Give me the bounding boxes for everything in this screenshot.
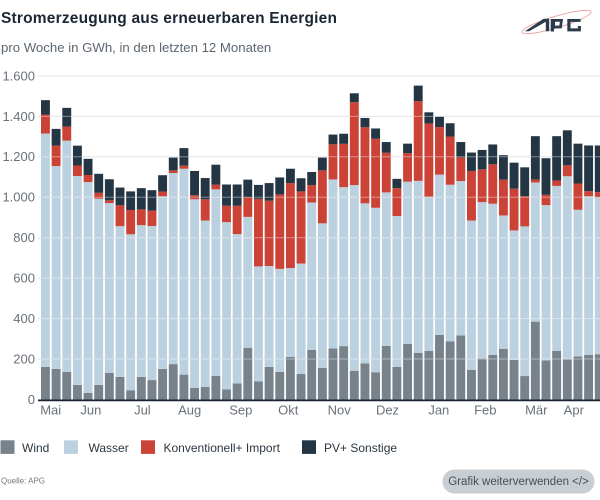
svg-text:1.200: 1.200	[2, 149, 35, 164]
svg-text:Quelle: APG: Quelle: APG	[1, 477, 45, 486]
svg-text:Apr: Apr	[564, 403, 585, 418]
svg-text:800: 800	[13, 230, 35, 245]
svg-text:200: 200	[13, 351, 35, 366]
svg-text:Konventionell+ Import: Konventionell+ Import	[164, 441, 281, 455]
svg-text:Mai: Mai	[40, 403, 61, 418]
svg-text:Aug: Aug	[178, 403, 201, 418]
svg-text:Nov: Nov	[328, 403, 352, 418]
svg-text:PV+ Sonstige: PV+ Sonstige	[324, 441, 397, 455]
svg-text:pro Woche in GWh, in den letzt: pro Woche in GWh, in den letzten 12 Mona…	[1, 40, 271, 55]
svg-text:Feb: Feb	[474, 403, 496, 418]
svg-text:Mär: Mär	[525, 403, 548, 418]
svg-text:Wasser: Wasser	[89, 441, 129, 455]
svg-text:Wind: Wind	[22, 441, 49, 455]
svg-text:Okt: Okt	[278, 403, 299, 418]
svg-text:Stromerzeugung aus erneuerbare: Stromerzeugung aus erneuerbaren Energien	[1, 10, 337, 27]
svg-text:1.600: 1.600	[2, 68, 35, 83]
svg-text:Jun: Jun	[80, 403, 101, 418]
svg-text:Grafik weiterverwenden </>: Grafik weiterverwenden </>	[448, 476, 589, 488]
svg-text:Jan: Jan	[428, 403, 449, 418]
svg-text:Dez: Dez	[376, 403, 399, 418]
svg-text:Jul: Jul	[134, 403, 151, 418]
svg-text:0: 0	[28, 392, 35, 407]
svg-text:Sep: Sep	[229, 403, 252, 418]
svg-text:1.000: 1.000	[2, 190, 35, 205]
svg-text:400: 400	[13, 311, 35, 326]
svg-text:1.400: 1.400	[2, 109, 35, 124]
svg-text:600: 600	[13, 271, 35, 286]
